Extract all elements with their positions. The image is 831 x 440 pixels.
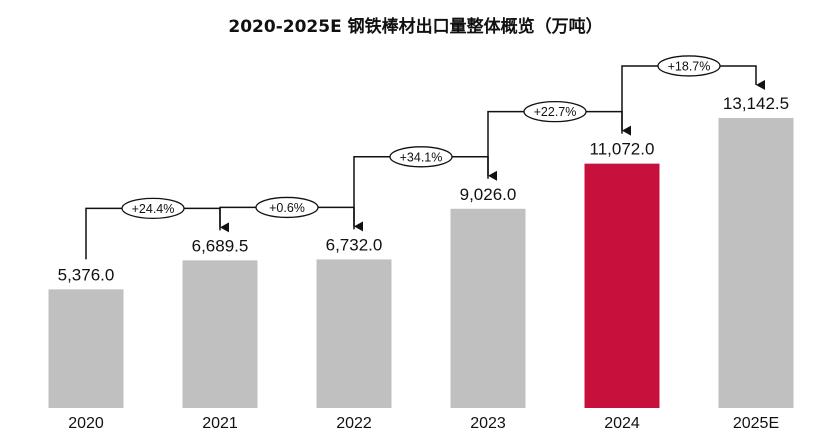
category-label-2024: 2024 xyxy=(604,415,640,432)
growth-bubble-1 xyxy=(121,197,185,220)
bar-2023 xyxy=(450,208,526,408)
chart-title: 2020-2025E 钢铁棒材出口量整体概览（万吨） xyxy=(228,17,603,37)
growth-bubble-5 xyxy=(657,55,721,77)
growth-label-1: +24.4% xyxy=(132,202,175,216)
category-label-2021: 2021 xyxy=(202,415,238,432)
bar-2024 xyxy=(584,163,660,408)
growth-label-3: +34.1% xyxy=(400,150,443,164)
growth-bubble-4 xyxy=(523,100,587,123)
value-label-2024: 11,072.0 xyxy=(590,140,655,159)
bar-2020 xyxy=(48,289,124,408)
category-label-2023: 2023 xyxy=(470,415,506,432)
value-label-2020: 5,376.0 xyxy=(58,265,115,284)
bar-2022 xyxy=(316,259,392,408)
growth-bubble-2 xyxy=(255,196,319,219)
bar-2025E xyxy=(718,117,794,409)
value-label-2025E: 13,142.5 xyxy=(723,94,789,113)
bar-2021 xyxy=(182,260,258,408)
value-label-2021: 6,689.5 xyxy=(192,236,249,255)
growth-label-2: +0.6% xyxy=(269,201,305,215)
category-label-2025E: 2025E xyxy=(733,415,779,432)
value-label-2022: 6,732.0 xyxy=(326,235,383,254)
growth-label-4: +22.7% xyxy=(534,105,577,119)
category-label-2022: 2022 xyxy=(336,415,372,432)
category-label-2020: 2020 xyxy=(68,415,104,432)
growth-bubble-3 xyxy=(389,146,453,168)
growth-label-5: +18.7% xyxy=(668,59,711,73)
value-label-2023: 9,026.0 xyxy=(460,185,517,204)
